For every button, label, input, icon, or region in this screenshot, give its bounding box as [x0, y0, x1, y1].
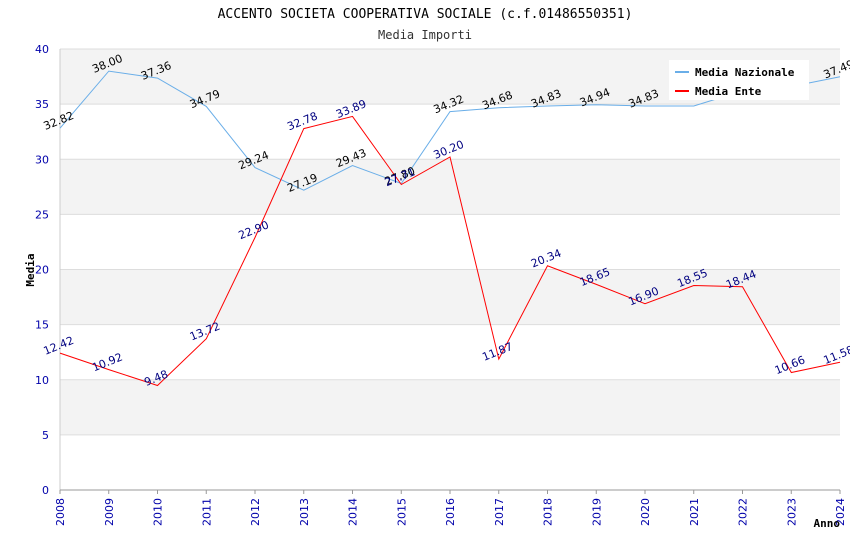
y-axis-ticks: 0 5 10 15 20 25 30 35 40: [35, 43, 49, 497]
legend-entry: Media Ente: [695, 85, 762, 98]
x-tick-label: 2020: [639, 498, 652, 526]
series-line-media-nazionale: [59, 70, 841, 191]
grid-band: [60, 269, 840, 325]
series-line-media-ente: [59, 115, 841, 387]
x-tick-label: 2008: [54, 498, 67, 526]
y-tick-label: 30: [35, 153, 49, 166]
chart-title: ACCENTO SOCIETA COOPERATIVA SOCIALE (c.f…: [218, 7, 633, 22]
y-tick-label: 35: [35, 98, 49, 111]
y-tick-label: 25: [35, 208, 49, 221]
y-tick-label: 15: [35, 319, 49, 332]
x-tick-label: 2019: [590, 498, 603, 526]
y-tick-label: 20: [35, 264, 49, 277]
x-tick-label: 2024: [834, 498, 847, 526]
x-axis-ticks: 2008 2009 2010 2011 2012 2013 2014 2015 2016 2017…: [54, 490, 847, 526]
legend-entry: Media Nazionale: [695, 66, 795, 79]
x-tick-label: 2022: [737, 498, 750, 526]
x-tick-label: 2023: [785, 498, 798, 526]
grid-band: [60, 104, 840, 160]
x-tick-label: 2021: [688, 498, 701, 526]
grid-band: [60, 214, 840, 270]
y-tick-label: 0: [42, 484, 49, 497]
x-tick-label: 2015: [395, 498, 408, 526]
legend: Media Nazionale Media Ente: [669, 60, 809, 100]
grid-band: [60, 324, 840, 380]
y-tick-label: 10: [35, 374, 49, 387]
x-tick-label: 2012: [249, 498, 262, 526]
series-group: [59, 70, 841, 387]
y-axis-label: Media: [24, 253, 37, 286]
legend-box: [669, 60, 809, 100]
x-tick-label: 2018: [542, 498, 555, 526]
y-tick-label: 40: [35, 43, 49, 56]
grid-band: [60, 159, 840, 215]
x-tick-label: 2014: [347, 498, 360, 526]
grid-band: [60, 434, 840, 490]
x-tick-label: 2010: [152, 498, 165, 526]
y-tick-label: 5: [42, 429, 49, 442]
x-tick-label: 2017: [493, 498, 506, 526]
x-tick-label: 2016: [444, 498, 457, 526]
x-tick-label: 2009: [103, 498, 116, 526]
grid-bands: [60, 49, 840, 490]
grid-band: [60, 379, 840, 435]
x-tick-label: 2013: [298, 498, 311, 526]
x-axis-label: Anno: [814, 517, 841, 530]
x-tick-label: 2011: [200, 498, 213, 526]
chart-subtitle: Media Importi: [378, 28, 472, 42]
